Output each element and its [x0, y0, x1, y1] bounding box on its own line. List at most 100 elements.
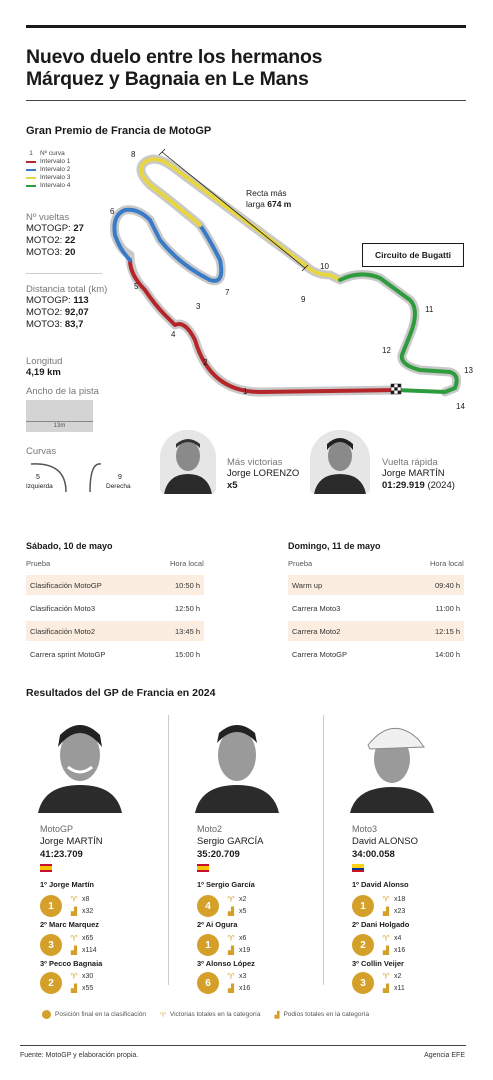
wins-stat: ♈︎ x8	[70, 895, 90, 904]
podium-icon: ▟	[382, 984, 390, 993]
headline-line-1: Nuevo duelo entre los hermanos	[26, 46, 323, 68]
most-wins-label: Más victorias	[227, 457, 283, 468]
category-label: Moto2	[197, 824, 223, 834]
right-curve-label: Derecha	[106, 483, 131, 490]
most-wins-value: x5	[227, 480, 238, 491]
laps-block: Nº vueltas MOTOGP: 27 MOTO2: 22 MOTO3: 2…	[26, 212, 84, 259]
fast-lap-name: Jorge MARTÍN	[382, 468, 445, 479]
turn-number: 12	[382, 346, 391, 355]
podium-name: 2º Dani Holgado	[352, 920, 410, 929]
position-medal: 3	[352, 972, 374, 994]
legend-curve-row: 1 Nº curva	[26, 150, 70, 158]
podium-name: 2º Ai Ogura	[197, 920, 238, 929]
distance-row-moto2: MOTO2: 92,07	[26, 307, 89, 318]
spain-flag-icon	[40, 864, 52, 872]
track-map	[110, 148, 462, 397]
sunday-col-time: Hora local	[430, 559, 464, 568]
podium-icon: ▟	[227, 907, 235, 916]
results-legend: Posición final en la clasificación ♈︎ Vic…	[42, 1010, 369, 1019]
left-curve-label: Izquierda	[26, 483, 53, 490]
podium-name: 3º Pecco Bagnaia	[40, 959, 103, 968]
headline-line-2: Márquez y Bagnaia en Le Mans	[26, 68, 309, 90]
podium-icon: ▟	[70, 984, 78, 993]
length-block: Longitud 4,19 km	[26, 356, 62, 379]
length-value: 4,19 km	[26, 367, 61, 378]
legend-position: Posición final en la clasificación	[42, 1010, 146, 1019]
turn-number: 8	[131, 150, 136, 159]
wins-stat: ♈︎ x6	[227, 934, 247, 943]
position-medal: 2	[40, 972, 62, 994]
trophy-icon: ♈︎	[382, 895, 390, 904]
turn-number: 13	[464, 366, 473, 375]
left-curve-count: 5	[36, 474, 40, 481]
distance-row-moto3: MOTO3: 83,7	[26, 319, 84, 330]
position-dot-icon	[42, 1010, 51, 1019]
podium-name: 1º Sergio García	[197, 880, 255, 889]
trophy-icon: ♈︎	[70, 895, 78, 904]
podiums-stat: ▟ x32	[70, 907, 94, 916]
podium-name: 1º David Alonso	[352, 880, 409, 889]
schedule-row: Warm up 09:40 h	[288, 575, 464, 595]
legend-item: Intervalo 1	[26, 158, 70, 166]
podium-icon: ▟	[227, 984, 235, 993]
legend-label: Intervalo 3	[40, 174, 71, 181]
podium-name: 1º Jorge Martín	[40, 880, 95, 889]
legend-label: Intervalo 4	[40, 182, 71, 189]
saturday-col-event: Prueba	[26, 559, 51, 568]
trophy-icon: ♈︎	[227, 972, 235, 981]
laps-row-motogp: MOTOGP: 27	[26, 223, 84, 234]
most-wins-block: Más victorias Jorge LORENZO x5	[227, 457, 299, 492]
schedule-row: Clasificación Moto2 13:45 h	[26, 621, 204, 641]
category-label: MotoGP	[40, 824, 74, 834]
winner-time: 41:23.709	[40, 849, 83, 860]
colombia-flag-icon	[352, 864, 364, 872]
legend-item: Intervalo 4	[26, 182, 70, 190]
turn-number: 6	[110, 207, 115, 216]
results-title: Resultados del GP de Francia en 2024	[26, 687, 216, 699]
width-line	[26, 421, 93, 422]
winner-time: 34:00.058	[352, 849, 395, 860]
podium-icon: ▟	[382, 946, 390, 955]
podiums-stat: ▟ x11	[382, 984, 405, 993]
podiums-stat: ▟ x16	[227, 984, 251, 993]
legend-swatch-blue	[26, 169, 36, 171]
wins-stat: ♈︎ x2	[227, 895, 247, 904]
schedule-row: Carrera sprint MotoGP 15:00 h	[30, 649, 200, 659]
turn-number: 4	[171, 330, 176, 339]
legend-wins: ♈︎ Victorias totales en la categoría	[160, 1011, 261, 1019]
results-column-motogp: MotoGP Jorge MARTÍN 41:23.709 1º Jorge M…	[28, 713, 168, 1003]
podium-icon: ▟	[382, 907, 390, 916]
sunday-col-event: Prueba	[288, 559, 313, 568]
headline: Nuevo duelo entre los hermanos Márquez y…	[26, 46, 466, 90]
podiums-stat: ▟ x23	[382, 907, 406, 916]
spain-flag-icon	[197, 864, 209, 872]
wins-stat: ♈︎ x2	[382, 972, 402, 981]
saturday-title: Sábado, 10 de mayo	[26, 541, 113, 551]
wins-stat: ♈︎ x30	[70, 972, 94, 981]
right-curve-icon	[89, 463, 102, 493]
turn-number: 7	[225, 288, 230, 297]
longest-straight-label: Recta más larga 674 m	[246, 188, 292, 209]
schedule-row: Clasificación Moto3 12:50 h	[30, 603, 200, 613]
schedule-row: Clasificación MotoGP 10:50 h	[26, 575, 204, 595]
turn-number: 14	[456, 402, 465, 411]
turn-number: 10	[320, 262, 329, 271]
wins-stat: ♈︎ x18	[382, 895, 406, 904]
podiums-stat: ▟ x55	[70, 984, 94, 993]
results-column-moto2: Moto2 Sergio GARCÍA 35:20.709 1º Sergio …	[185, 713, 325, 1003]
category-label: Moto3	[352, 824, 378, 834]
trophy-icon: ♈︎	[382, 972, 390, 981]
left-curve-icon	[30, 463, 67, 493]
wins-stat: ♈︎ x4	[382, 934, 402, 943]
laps-row-moto2: MOTO2: 22	[26, 235, 76, 246]
track-width-label: Ancho de la pista	[26, 386, 99, 397]
curve-icons	[30, 463, 102, 493]
lorenzo-portrait	[160, 430, 216, 494]
winner-time: 35:20.709	[197, 849, 240, 860]
trophy-icon: ♈︎	[227, 895, 235, 904]
position-medal: 4	[197, 895, 219, 917]
podium-name: 2º Marc Marquez	[40, 920, 100, 929]
trophy-icon: ♈︎	[227, 934, 235, 943]
martin-portrait-small	[310, 430, 370, 494]
podiums-stat: ▟ x5	[227, 907, 247, 916]
